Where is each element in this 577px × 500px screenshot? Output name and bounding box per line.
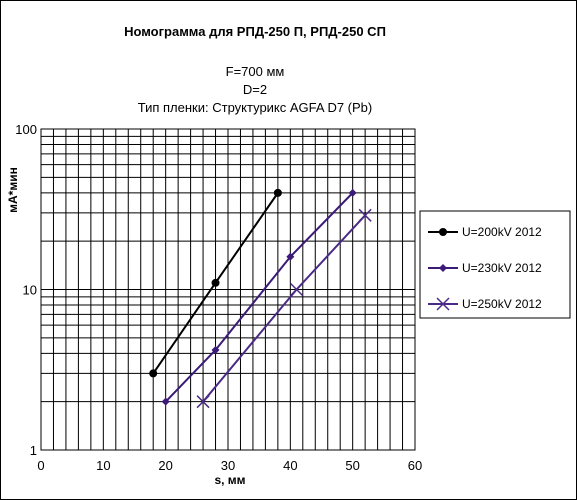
x-tick-label: 30 bbox=[221, 458, 235, 473]
data-point bbox=[358, 208, 372, 222]
series-layer bbox=[149, 188, 372, 409]
grid bbox=[40, 128, 416, 451]
legend-marker bbox=[439, 228, 447, 236]
series-2 bbox=[161, 188, 357, 406]
series-3 bbox=[196, 208, 372, 409]
y-tick-label: 100 bbox=[15, 122, 37, 137]
legend-label: U=200kV 2012 bbox=[462, 225, 542, 239]
legend-label: U=250kV 2012 bbox=[462, 297, 542, 311]
y-tick-label: 1 bbox=[30, 443, 37, 458]
data-point bbox=[211, 345, 220, 354]
chart-subtitle-line-1: F=700 мм bbox=[226, 64, 285, 79]
x-tick-label: 0 bbox=[37, 458, 44, 473]
x-tick-label: 10 bbox=[96, 458, 110, 473]
chart-title: Номограмма для РПД-250 П, РПД-250 СП bbox=[124, 24, 386, 39]
data-point bbox=[290, 282, 304, 297]
x-tick-label: 20 bbox=[158, 458, 172, 473]
data-point bbox=[211, 278, 220, 287]
data-point bbox=[273, 188, 282, 197]
data-point bbox=[161, 397, 170, 406]
plot-border bbox=[40, 128, 416, 451]
x-tick-label: 40 bbox=[283, 458, 297, 473]
data-point bbox=[196, 395, 210, 409]
y-axis-label: мА*мин bbox=[6, 167, 20, 213]
series-line bbox=[164, 192, 354, 403]
tick-labels: 0 10 20 30 40 50 60 1 10 100 bbox=[15, 122, 422, 473]
data-point bbox=[286, 252, 295, 261]
y-tick-label: 10 bbox=[23, 283, 37, 298]
legend-label: U=230kV 2012 bbox=[462, 261, 542, 275]
x-tick-label: 50 bbox=[345, 458, 359, 473]
series-1 bbox=[149, 188, 282, 378]
legend: U=200kV 2012 U=230kV 2012 U=250kV 2012 bbox=[428, 225, 542, 311]
data-point bbox=[348, 188, 357, 197]
chart-subtitle-line-2: D=2 bbox=[243, 82, 267, 97]
data-point bbox=[149, 369, 158, 378]
x-axis-label: s, мм bbox=[214, 473, 245, 487]
x-tick-label: 60 bbox=[408, 458, 422, 473]
chart-subtitle-line-3: Тип пленки: Структурикс AGFA D7 (Pb) bbox=[138, 100, 373, 115]
legend-marker bbox=[436, 297, 450, 311]
legend-marker bbox=[439, 264, 447, 272]
